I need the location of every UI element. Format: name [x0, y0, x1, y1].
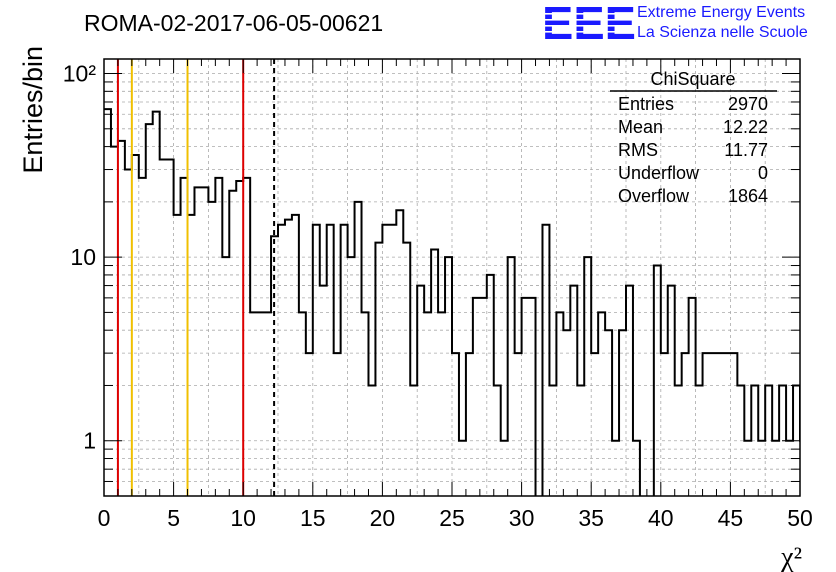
stats-row-label: Underflow: [618, 163, 700, 183]
stats-title: ChiSquare: [650, 69, 735, 89]
x-tick-label: 15: [300, 505, 326, 531]
x-tick-label: 35: [578, 505, 604, 531]
stats-row-value: 1864: [728, 186, 768, 206]
stats-row-value: 11.77: [724, 140, 768, 160]
stats-row-label: RMS: [618, 140, 658, 160]
histogram-bars: [104, 108, 800, 496]
page-title: ROMA-02-2017-06-05-00621: [84, 10, 384, 36]
x-tick-label: 25: [439, 505, 465, 531]
x-tick-label: 10: [230, 505, 256, 531]
x-tick-label: 45: [718, 505, 744, 531]
logo-text: EEE: [542, 2, 636, 44]
stats-row-label: Mean: [618, 117, 663, 137]
histogram-step-line: [104, 108, 800, 496]
y-axis-label: Entries/bin: [18, 46, 48, 174]
x-tick-label: 0: [98, 505, 111, 531]
x-tick-label: 30: [509, 505, 535, 531]
y-tick-label: 1: [83, 428, 96, 454]
axis-labels: 0 5 10 15 20 25 30 35 40 45 50 1 10 10² χ² Entries/bin: [18, 46, 813, 572]
axis-ticks: [103, 59, 801, 496]
stats-row-label: Entries: [618, 94, 674, 114]
stats-row-label: Overflow: [618, 186, 690, 206]
x-axis-label: χ²: [780, 542, 802, 572]
stats-row-value: 12.22: [723, 117, 768, 137]
x-tick-label: 20: [370, 505, 396, 531]
y-tick-label: 10²: [63, 61, 97, 87]
stats-row-value: 2970: [728, 94, 768, 114]
x-tick-label: 50: [787, 505, 813, 531]
x-tick-label: 40: [648, 505, 674, 531]
stats-box: ChiSquare Entries 2970 Mean 12.22 RMS 11.77 Und…: [610, 69, 777, 206]
stats-row-value: 0: [758, 163, 768, 183]
logo-line-2: La Scienza nelle Scuole: [637, 24, 808, 41]
y-tick-label: 10: [70, 244, 96, 270]
logo-line-1: Extreme Energy Events: [637, 4, 806, 21]
eee-logo-icon: EEE: [542, 2, 638, 44]
reference-lines: [116, 59, 276, 496]
x-tick-label: 5: [167, 505, 180, 531]
